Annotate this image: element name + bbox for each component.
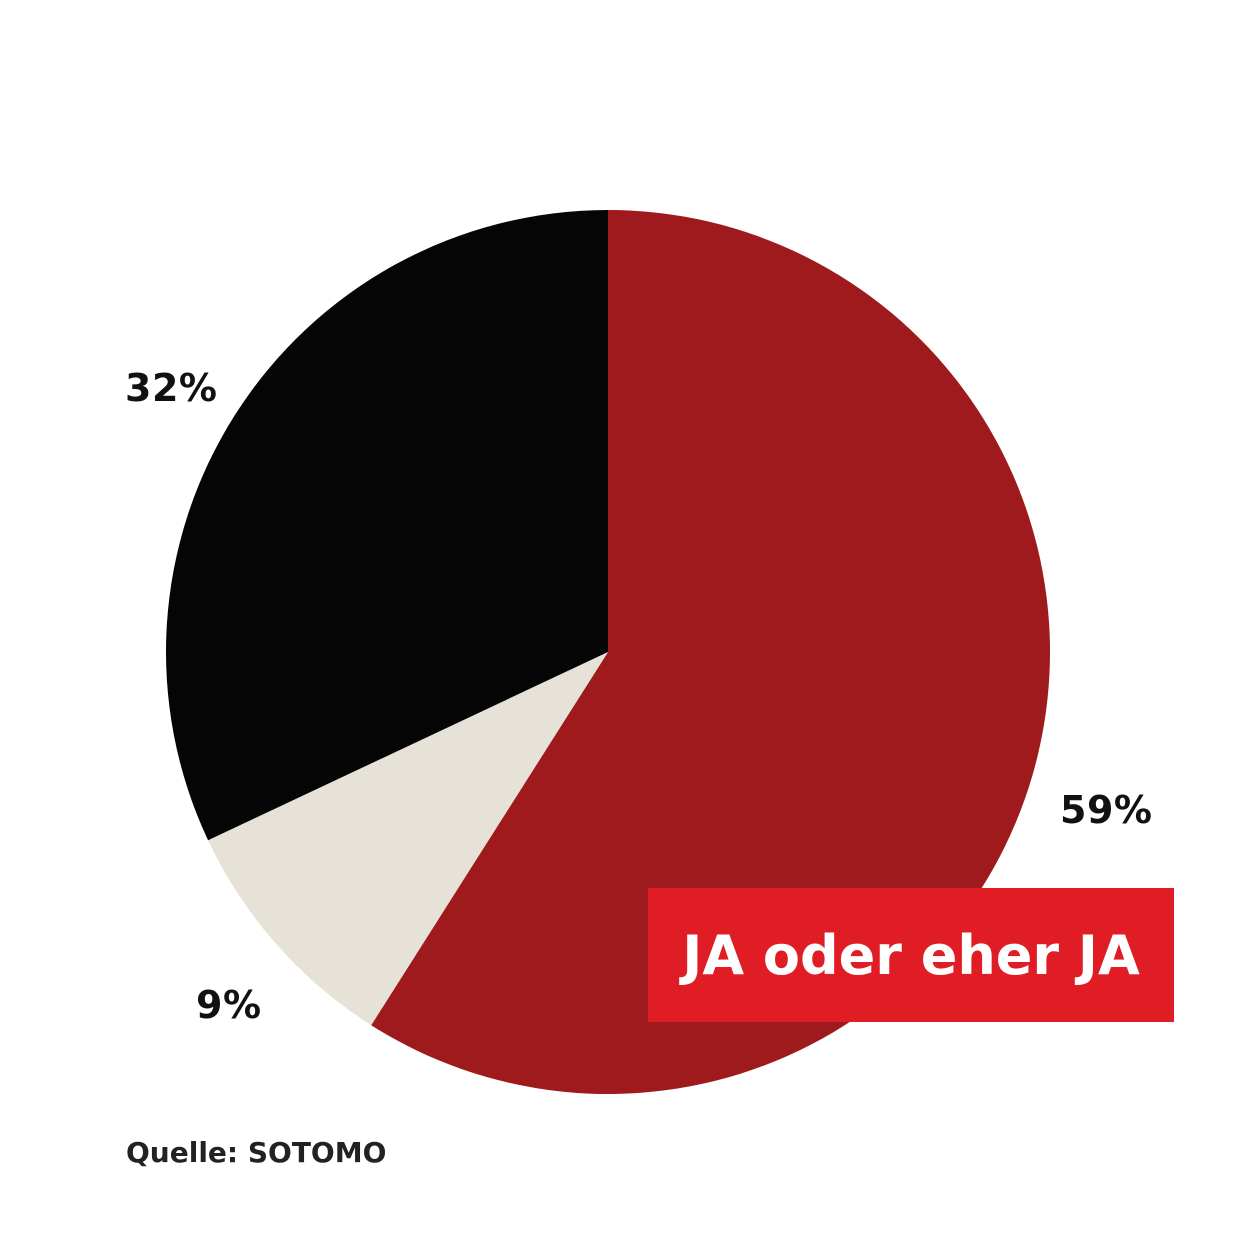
pie-slice-59 [371,210,1050,1094]
callout-ja-oder-eher-ja: JA oder eher JA [648,888,1174,1022]
pie-slice-32 [165,210,608,841]
slice-label-59: 59% [1060,788,1153,832]
pie-slice-9 [208,652,608,1026]
slice-label-9: 9% [196,983,262,1027]
source-note: Quelle: SOTOMO [126,1136,387,1169]
slice-label-32: 32% [125,366,218,410]
